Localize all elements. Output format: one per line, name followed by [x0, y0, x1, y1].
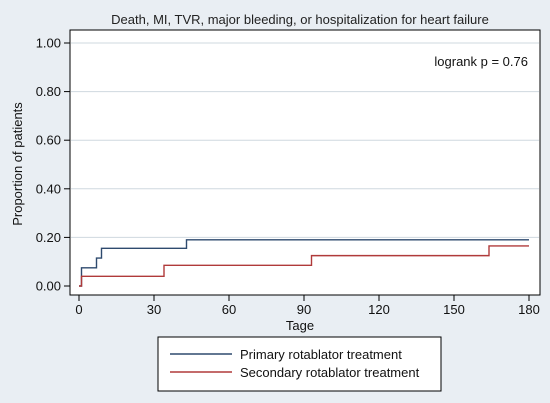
- series-line-2: [79, 245, 529, 287]
- x-tick-label-6: 180: [518, 302, 540, 317]
- series-lines: [79, 239, 529, 287]
- x-tick-label-0: 0: [75, 302, 82, 317]
- plot-area: [69, 29, 541, 296]
- logrank-annotation: logrank p = 0.76: [434, 54, 528, 69]
- y-tick-label-0: 0.00: [36, 279, 61, 294]
- chart-title: Death, MI, TVR, major bleeding, or hospi…: [111, 12, 489, 27]
- y-tick-label-5: 1.00: [36, 36, 61, 51]
- legend-box: [157, 336, 442, 392]
- x-tick-label-1: 30: [147, 302, 161, 317]
- x-axis-label: Tage: [286, 318, 314, 333]
- y-tick-label-1: 0.20: [36, 230, 61, 245]
- x-tick-label-4: 120: [368, 302, 390, 317]
- y-tick-label-4: 0.80: [36, 84, 61, 99]
- y-tick-label-2: 0.40: [36, 181, 61, 196]
- legend: Primary rotablator treatment Secondary ro…: [157, 336, 442, 392]
- x-tick-label-5: 150: [443, 302, 465, 317]
- legend-label-1: Primary rotablator treatment: [240, 347, 402, 362]
- x-tick-label-2: 60: [222, 302, 236, 317]
- x-tick-label-3: 90: [297, 302, 311, 317]
- axes: 0.00 0.20 0.40 0.60 0.80 1.00 0 30 60 90 120 150 180: [36, 36, 540, 318]
- y-axis-label: Proportion of patients: [10, 102, 25, 226]
- grid-lines: [71, 42, 539, 238]
- y-tick-label-3: 0.60: [36, 133, 61, 148]
- legend-label-2: Secondary rotablator treatment: [240, 365, 420, 380]
